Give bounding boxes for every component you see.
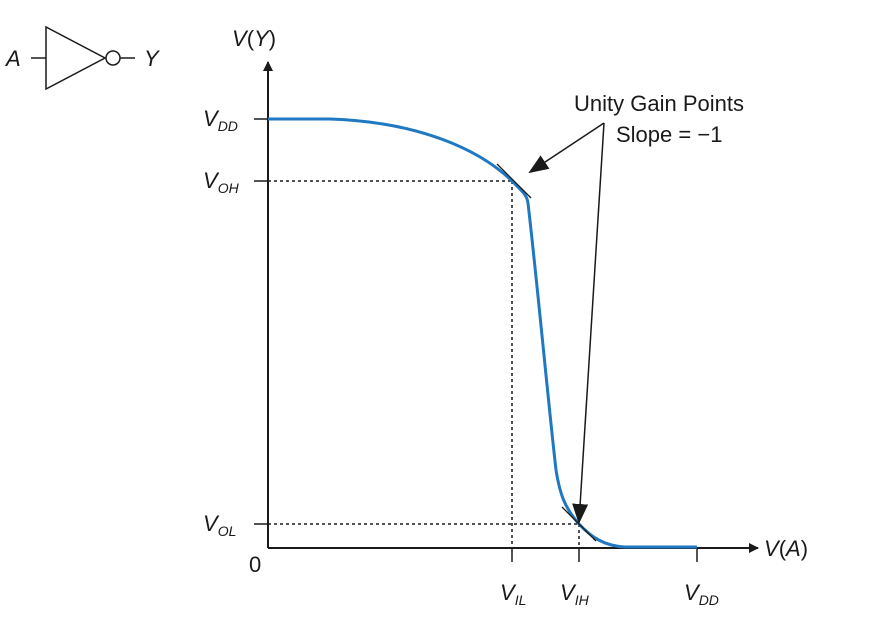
tangent-lower [561,506,597,542]
gate-bubble [105,50,121,66]
unity-gain-annotation: Unity Gain Points Slope = −1 [528,91,744,524]
inverter-symbol: A Y [4,25,160,91]
x-tick-label-vdd: VDD [684,580,719,608]
y-axis-label: V(Y) [232,26,276,51]
unity-gain-tangents [496,163,597,542]
transfer-curve [268,117,697,549]
origin-label: 0 [249,552,261,577]
y-ticks: VDD VOH VOL [203,106,268,539]
annotation-slope: Slope = −1 [616,122,722,147]
guide-lines [268,180,580,548]
annotation-arrow-lower [572,122,605,524]
tangent-upper [496,163,532,199]
gate-triangle [45,25,107,91]
y-tick-label-vol: VOL [203,511,236,539]
annotation-title: Unity Gain Points [574,91,744,116]
x-tick-label-vih: VIH [560,580,590,608]
axes: V(Y) V(A) 0 [232,26,808,577]
x-tick-label-vil: VIL [500,580,526,608]
y-tick-label-voh: VOH [203,168,240,196]
annotation-arrow-upper [528,122,605,174]
x-axis-label: V(A) [764,536,808,561]
x-ticks: VIL VIH VDD [500,548,719,608]
gate-output-label: Y [144,46,160,71]
y-tick-label-vdd: VDD [203,106,238,134]
gate-input-label: A [4,46,21,71]
